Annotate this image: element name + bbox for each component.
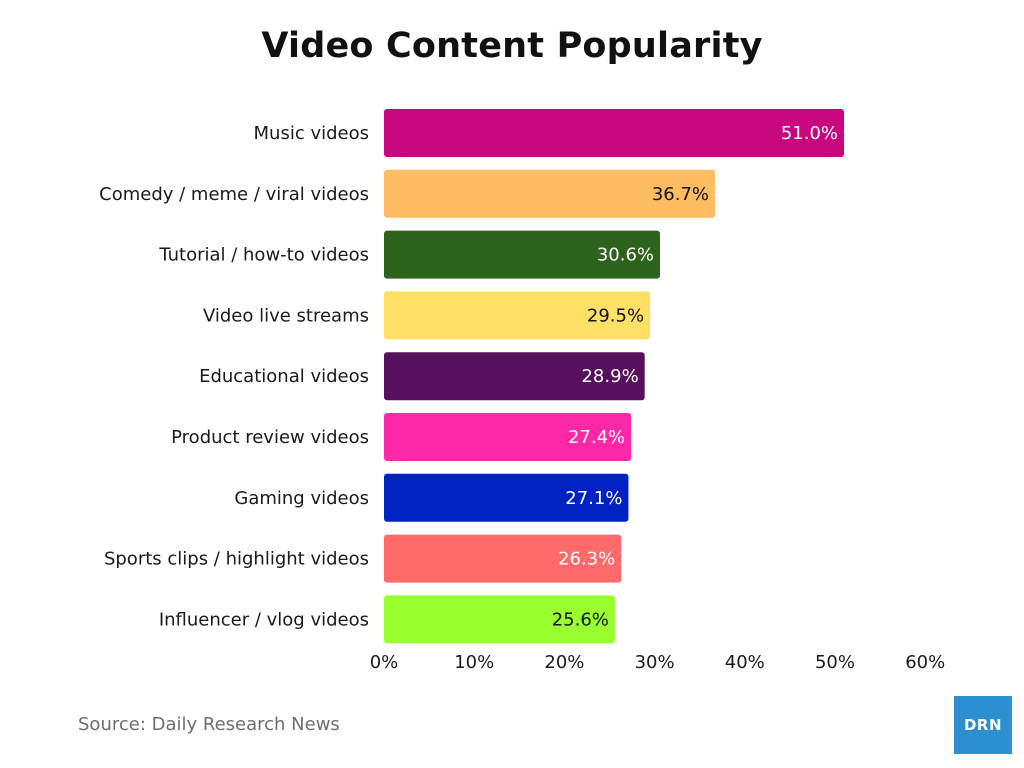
value-label: 28.9% <box>581 366 638 387</box>
category-label: Influencer / vlog videos <box>159 609 369 630</box>
value-label: 30.6% <box>597 245 654 266</box>
bar <box>384 352 645 401</box>
category-label: Video live streams <box>203 305 369 326</box>
drn-logo: DRN <box>954 696 1012 754</box>
bar <box>384 169 716 218</box>
x-tick-label: 40% <box>725 652 765 673</box>
bar <box>384 534 622 583</box>
value-label: 27.1% <box>565 488 622 509</box>
bar <box>384 473 629 522</box>
bar-group: Influencer / vlog videos 25.6% <box>159 595 615 644</box>
category-label: Sports clips / highlight videos <box>104 549 369 570</box>
bar <box>384 595 615 644</box>
category-label: Gaming videos <box>234 488 369 509</box>
category-label: Product review videos <box>171 427 369 448</box>
bar-group: Music videos 51.0% <box>254 109 845 157</box>
value-label: 27.4% <box>568 427 625 448</box>
category-label: Tutorial / how-to videos <box>158 245 369 266</box>
value-label: 26.3% <box>558 549 615 570</box>
value-label: 36.7% <box>652 184 709 205</box>
bar-group: Comedy / meme / viral videos 36.7% <box>99 169 716 218</box>
x-tick-label: 50% <box>815 652 855 673</box>
category-label: Comedy / meme / viral videos <box>99 184 369 205</box>
source-note: Source: Daily Research News <box>78 714 340 735</box>
x-tick-label: 0% <box>370 652 399 673</box>
category-label: Educational videos <box>199 366 369 387</box>
value-label: 25.6% <box>552 609 609 630</box>
bar <box>384 230 661 279</box>
value-label: 29.5% <box>587 305 644 326</box>
bar-group: Product review videos 27.4% <box>171 413 632 461</box>
bar-group: Video live streams 29.5% <box>203 291 651 340</box>
bar-group: Educational videos 28.9% <box>199 352 645 401</box>
bar <box>384 291 651 340</box>
x-tick-label: 20% <box>544 652 584 673</box>
bar <box>384 109 845 157</box>
bar-group: Tutorial / how-to videos 30.6% <box>158 230 661 279</box>
value-label: 51.0% <box>781 123 838 144</box>
bar <box>384 413 632 461</box>
category-label: Music videos <box>254 123 369 144</box>
bar-group: Sports clips / highlight videos 26.3% <box>104 534 622 583</box>
x-tick-label: 10% <box>454 652 494 673</box>
bar-group: Gaming videos 27.1% <box>234 473 629 522</box>
chart-title: Video Content Popularity <box>261 26 763 66</box>
x-tick-label: 30% <box>635 652 675 673</box>
x-tick-label: 60% <box>905 652 945 673</box>
